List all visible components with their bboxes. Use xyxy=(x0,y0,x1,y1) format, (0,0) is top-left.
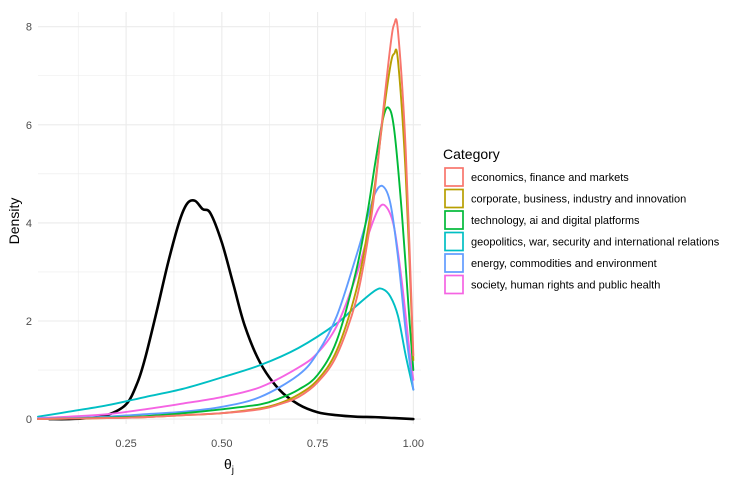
legend-key xyxy=(444,274,464,295)
legend-title: Category xyxy=(443,146,500,162)
legend-key xyxy=(444,231,464,252)
x-tick-label: 0.50 xyxy=(211,438,232,450)
legend-item: society, human rights and public health xyxy=(444,274,660,295)
legend-label: economics, finance and markets xyxy=(471,172,629,184)
legend-key xyxy=(444,188,464,209)
density-line-2 xyxy=(37,203,415,420)
x-tick-label: 0.75 xyxy=(307,438,328,450)
series-layer xyxy=(37,18,415,421)
legend-label: corporate, business, industry and innova… xyxy=(471,194,686,206)
legend: Category economics, finance and markets c… xyxy=(443,146,720,295)
density-line-6 xyxy=(37,18,415,421)
legend-key xyxy=(444,253,464,273)
grid-major xyxy=(38,12,421,424)
density-line-3 xyxy=(37,184,415,420)
y-axis-title: Density xyxy=(6,198,22,245)
legend-item: geopolitics, war, security and internati… xyxy=(444,231,720,252)
x-axis-title-sub: j xyxy=(231,465,234,476)
y-tick-label: 0 xyxy=(26,414,32,426)
legend-item: economics, finance and markets xyxy=(444,167,629,187)
legend-key xyxy=(444,210,464,230)
legend-label: technology, ai and digital platforms xyxy=(471,215,640,227)
y-axis-ticks: 0 2 4 6 8 xyxy=(26,22,32,426)
legend-label: energy, commodities and environment xyxy=(471,258,657,270)
legend-key xyxy=(444,167,464,187)
legend-label: society, human rights and public health xyxy=(471,280,660,292)
x-tick-label: 1.00 xyxy=(403,438,424,450)
x-axis-ticks: 0.25 0.50 0.75 1.00 xyxy=(115,438,424,450)
y-tick-label: 6 xyxy=(26,120,32,132)
x-axis-title-main: θ xyxy=(224,456,232,472)
x-tick-label: 0.25 xyxy=(115,438,136,450)
density-line-1 xyxy=(37,287,415,418)
density-line-5 xyxy=(37,48,415,421)
legend-item: corporate, business, industry and innova… xyxy=(444,188,686,209)
density-line-0 xyxy=(48,199,415,421)
legend-label: geopolitics, war, security and internati… xyxy=(471,237,720,249)
y-tick-label: 2 xyxy=(26,316,32,328)
legend-item: technology, ai and digital platforms xyxy=(444,210,640,230)
density-line-4 xyxy=(37,106,415,421)
y-tick-label: 4 xyxy=(26,218,32,230)
legend-item: energy, commodities and environment xyxy=(444,253,657,273)
grid-minor xyxy=(38,12,421,424)
y-tick-label: 8 xyxy=(26,22,32,34)
x-axis-title: θj xyxy=(224,456,234,476)
